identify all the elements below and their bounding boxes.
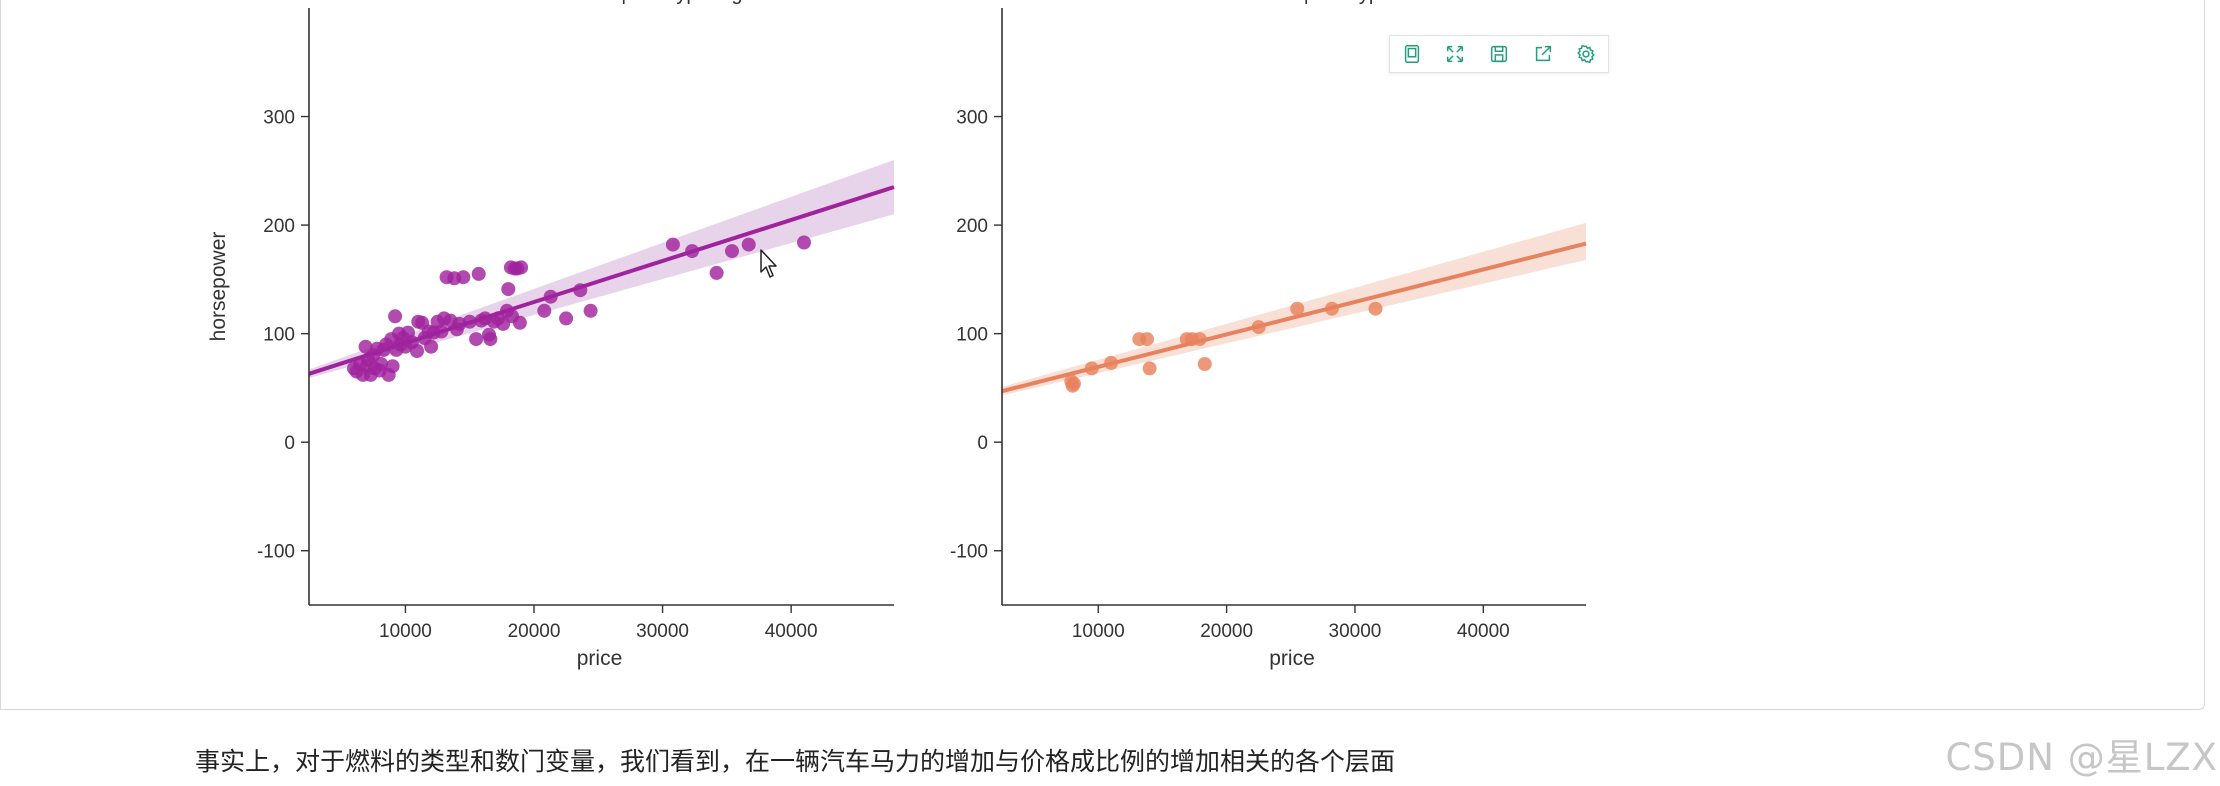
chart-1-point-31 bbox=[424, 339, 439, 354]
chart-2-x-tick-label: 20000 bbox=[1200, 621, 1253, 642]
chart-1-y-tick-label: 100 bbox=[263, 325, 295, 346]
save-icon bbox=[1490, 45, 1508, 63]
chart-1-point-44 bbox=[471, 266, 486, 281]
figure-panel: num-of-doors = four | fuel-type = gas -10… bbox=[0, 0, 2205, 710]
expand-button[interactable] bbox=[1434, 36, 1478, 72]
chart-2-y-tick-label: 300 bbox=[956, 108, 988, 129]
gear-icon bbox=[1577, 44, 1596, 64]
figure-toolbar bbox=[1389, 35, 1609, 73]
bookmark-button[interactable] bbox=[1390, 36, 1434, 72]
chart-2-x-tick-label: 10000 bbox=[1072, 621, 1125, 642]
chart-1-point-48 bbox=[483, 332, 498, 347]
chart-1-y-tick-label: 300 bbox=[263, 108, 295, 129]
chart-1-x-axis-label: price bbox=[577, 647, 623, 670]
chart-1-point-70 bbox=[797, 235, 811, 250]
chart-2-point-11 bbox=[1197, 357, 1212, 371]
watermark-text: CSDN @星LZX bbox=[1945, 736, 2218, 779]
chart-1-x-tick-label: 40000 bbox=[765, 621, 818, 642]
chart-1-point-69 bbox=[741, 237, 756, 252]
mouse-cursor-icon bbox=[760, 249, 777, 278]
chart-1-y-tick-label: -100 bbox=[257, 542, 295, 563]
chart-2-x-axis-label: price bbox=[1269, 647, 1315, 670]
facet-grid: num-of-doors = four | fuel-type = gas -10… bbox=[207, 0, 1587, 670]
share-button[interactable] bbox=[1521, 36, 1565, 72]
chart-2-point-15 bbox=[1368, 301, 1383, 316]
chart-1-point-53 bbox=[501, 282, 516, 297]
chart-1-point-58 bbox=[512, 315, 527, 330]
chart-1-point-59 bbox=[514, 260, 529, 275]
chart-1-point-65 bbox=[665, 237, 680, 252]
chart-2-point-6 bbox=[1140, 332, 1154, 347]
chart-1-title: num-of-doors = four | fuel-type = gas bbox=[439, 0, 763, 5]
chart-2-point-7 bbox=[1142, 361, 1157, 376]
chart-1-point-26 bbox=[410, 344, 424, 358]
chart-1-y-tick-label: 0 bbox=[284, 433, 295, 454]
save-button[interactable] bbox=[1477, 36, 1521, 72]
chart-1-x-tick-label: 30000 bbox=[636, 621, 689, 642]
expand-icon bbox=[1447, 45, 1464, 63]
settings-button[interactable] bbox=[1564, 36, 1608, 72]
chart-2-point-13 bbox=[1290, 301, 1305, 316]
chart-1-point-62 bbox=[559, 311, 574, 326]
chart-2-x-tick-label: 40000 bbox=[1457, 621, 1510, 642]
chart-1-y-axis-label: horsepower bbox=[207, 232, 230, 342]
chart-1-point-64 bbox=[583, 303, 598, 318]
chart-1-regression-line bbox=[308, 185, 895, 376]
chart-2-y-tick-label: 0 bbox=[977, 433, 988, 454]
chart-2-y-tick-label: 200 bbox=[956, 216, 988, 237]
chart-2-regression-line bbox=[1001, 241, 1587, 394]
share-icon bbox=[1535, 45, 1551, 62]
chart-1-point-43 bbox=[469, 332, 484, 347]
chart-2-y-tick-label: 100 bbox=[956, 325, 988, 346]
chart-1-point-18 bbox=[388, 309, 403, 324]
chart-1-x-tick-label: 10000 bbox=[379, 621, 432, 642]
chart-2-x-tick-label: 30000 bbox=[1329, 621, 1382, 642]
chart-1-point-12 bbox=[374, 357, 388, 371]
bookmark-icon bbox=[1404, 45, 1419, 63]
chart-1-point-17 bbox=[385, 359, 400, 374]
chart-1-y-tick-label: 200 bbox=[263, 216, 295, 237]
chart-1-point-67 bbox=[709, 265, 724, 280]
chart-1-point-41 bbox=[456, 270, 471, 285]
chart-2-point-2 bbox=[1066, 376, 1081, 391]
chart-2-title: num-of-doors = four | fuel-type = diesel bbox=[1122, 0, 1466, 5]
caption-text: 事实上，对于燃料的类型和数门变量，我们看到，在一辆汽车马力的增加与价格成比例的增… bbox=[195, 747, 1396, 776]
chart-1-x-tick-label: 20000 bbox=[508, 621, 561, 642]
chart-2-y-tick-label: -100 bbox=[950, 542, 988, 563]
chart-1-point-60 bbox=[537, 303, 552, 318]
chart-1-point-68 bbox=[725, 244, 739, 259]
